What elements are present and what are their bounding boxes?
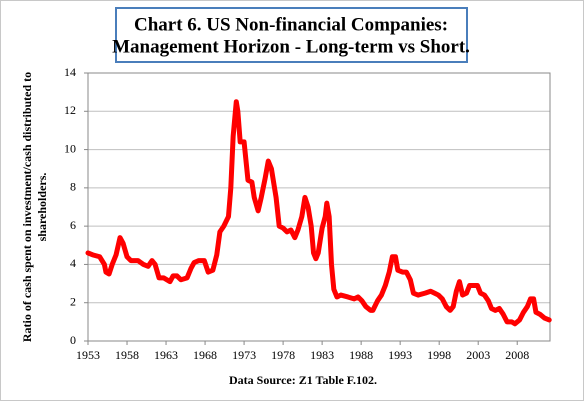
x-tick-label: 1968 — [193, 348, 217, 362]
title-box — [115, 7, 468, 63]
chart-title: Management Horizon - Long-term vs Short. — [112, 36, 470, 57]
x-tick-label: 1993 — [388, 348, 412, 362]
y-tick-label: 6 — [70, 218, 76, 232]
y-tick-label: 12 — [64, 103, 76, 117]
x-tick-label: 1978 — [271, 348, 295, 362]
plot-border — [87, 72, 551, 342]
y-tick-label: 4 — [70, 256, 76, 270]
x-tick-label: 2003 — [466, 348, 490, 362]
data-line — [85, 99, 552, 327]
x-tick-label: 1958 — [115, 348, 139, 362]
x-tick-label: 2008 — [505, 348, 529, 362]
y-tick-label: 14 — [64, 65, 76, 79]
x-tick-label: 1998 — [427, 348, 451, 362]
x-tick-label: 1983 — [310, 348, 334, 362]
y-tick-label: 10 — [64, 141, 76, 155]
x-tick-label: 1953 — [76, 348, 100, 362]
y-axis-label: Ratio of cash spent on investment/cash d… — [20, 72, 34, 342]
chart-title: Chart 6. US Non-financial Companies: — [134, 14, 448, 35]
y-tick-label: 0 — [70, 333, 76, 347]
x-tick-label: 1988 — [349, 348, 373, 362]
x-tick-label: 1963 — [154, 348, 178, 362]
y-tick-label: 2 — [70, 294, 76, 308]
x-tick-label: 1973 — [232, 348, 256, 362]
y-axis-label: shareholders. — [35, 173, 49, 242]
y-tick-label: 8 — [70, 180, 76, 194]
source-note: Data Source: Z1 Table F.102. — [229, 373, 377, 387]
